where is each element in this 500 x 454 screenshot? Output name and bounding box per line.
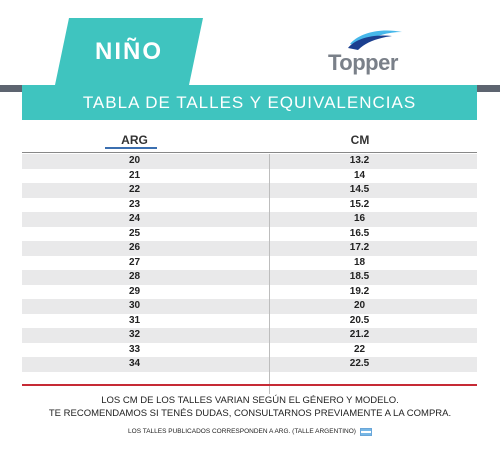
footer-notes: LOS CM DE LOS TALLES VARIAN SEGÚN EL GÉN…: [0, 394, 500, 438]
table-row: 21 14: [22, 168, 477, 183]
header-rule: [22, 152, 477, 153]
cell-cm: 18: [353, 256, 366, 268]
footer-rule: [22, 384, 477, 386]
cell-cm: 20: [353, 300, 366, 311]
argentina-flag-icon: [359, 427, 372, 436]
category-tab: NIÑO: [55, 18, 203, 85]
table-row: 25 16.5: [22, 226, 477, 241]
cell-arg: 24: [128, 213, 141, 224]
cell-arg: 26: [128, 242, 141, 253]
cell-cm: 22: [353, 343, 366, 355]
column-divider: [269, 154, 270, 394]
brand-swoosh-icon: [348, 30, 402, 50]
category-tab-label: NIÑO: [95, 37, 163, 65]
cell-arg: 32: [128, 329, 141, 340]
cell-cm: 21.2: [349, 329, 370, 340]
cell-arg: 21: [128, 169, 141, 181]
brand-name: Topper: [328, 50, 398, 75]
cell-cm: 15.2: [349, 198, 370, 210]
table-row: 27 18: [22, 255, 477, 270]
cell-arg: 34: [128, 358, 141, 369]
cell-cm: 19.2: [349, 285, 370, 297]
cell-cm: 14.5: [349, 184, 370, 195]
table-row: 24 16: [22, 212, 477, 227]
cell-arg: 31: [128, 314, 141, 326]
cell-cm: 17.2: [349, 242, 370, 253]
footer-note-2: TE RECOMENDAMOS SI TENÉS DUDAS, CONSULTA…: [48, 408, 452, 419]
footer-note-3-wrap: LOS TALLES PUBLICADOS CORRESPONDEN A ARG…: [128, 427, 372, 436]
cell-cm: 13.2: [349, 155, 370, 166]
cell-cm: 16.5: [349, 227, 370, 239]
table-body: 20 13.2 21 14 22 14.5 23 15.2 24 16 25 16.5 26 17.2 27…: [22, 154, 477, 372]
table-header: ARG CM: [22, 130, 477, 153]
table-row: 33 22: [22, 342, 477, 357]
table-row: 22 14.5: [22, 183, 477, 198]
cell-cm: 20.5: [349, 314, 370, 326]
cell-arg: 23: [128, 198, 141, 210]
cell-arg: 29: [128, 285, 141, 297]
cell-arg: 30: [128, 300, 141, 311]
cell-cm: 14: [353, 169, 366, 181]
table-row: 30 20: [22, 299, 477, 314]
cell-cm: 16: [353, 213, 366, 224]
cell-cm: 22.5: [349, 358, 370, 369]
cell-arg: 27: [128, 256, 141, 268]
table-row: 20 13.2: [22, 154, 477, 169]
footer-note-3: LOS TALLES PUBLICADOS CORRESPONDEN A ARG…: [128, 428, 356, 435]
page-title-text: TABLA DE TALLES Y EQUIVALENCIAS: [82, 92, 417, 112]
table-row: 26 17.2: [22, 241, 477, 256]
column-header-cm: CM: [350, 133, 370, 147]
arg-underline: [105, 147, 157, 149]
cell-arg: 25: [128, 227, 141, 239]
table-row: 29 19.2: [22, 284, 477, 299]
table-row: 31 20.5: [22, 313, 477, 328]
table-row: 34 22.5: [22, 357, 477, 372]
cell-cm: 18.5: [349, 271, 370, 282]
page-title: TABLA DE TALLES Y EQUIVALENCIAS: [22, 85, 477, 120]
brand-logo: Topper: [326, 26, 416, 76]
size-table: ARG CM 20 13.2 21 14 22 14.5 23 15.2 24 16 25 16.5 2…: [22, 130, 477, 394]
table-row: 28 18.5: [22, 270, 477, 285]
table-row: 23 15.2: [22, 197, 477, 212]
table-row: 32 21.2: [22, 328, 477, 343]
cell-arg: 33: [128, 343, 141, 355]
cell-arg: 28: [128, 271, 141, 282]
footer-note-1: LOS CM DE LOS TALLES VARIAN SEGÚN EL GÉN…: [101, 395, 399, 406]
cell-arg: 22: [128, 184, 141, 195]
cell-arg: 20: [128, 155, 141, 166]
column-header-arg: ARG: [121, 133, 148, 147]
